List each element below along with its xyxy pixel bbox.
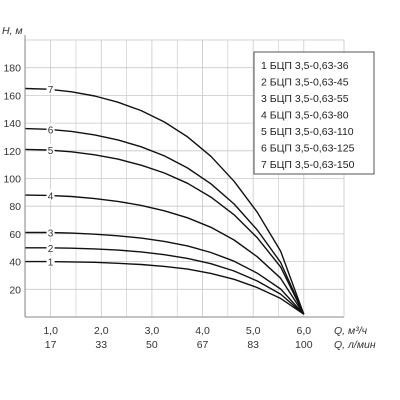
- legend-entry: 7 БЦП 3,5-0,63-150: [261, 159, 355, 171]
- curve-1: [25, 260, 305, 315]
- curve-7: [24, 87, 305, 315]
- y-tick-label: 100: [3, 174, 21, 186]
- y-tick-label: 140: [3, 118, 21, 130]
- x-tick-label-m3h: 6,0: [297, 325, 312, 337]
- curve-number-label: 2: [48, 244, 54, 255]
- y-tick-label: 20: [9, 284, 21, 296]
- curve-label-bg: [46, 123, 55, 135]
- curve-2: [25, 247, 305, 315]
- x-axis-label-m3h: Q, м³/ч: [334, 325, 368, 337]
- y-tick-label: 40: [9, 257, 21, 269]
- curve-5: [24, 148, 305, 315]
- curve-label-bg: [46, 226, 55, 238]
- curve-label-bg: [46, 83, 55, 95]
- curve-number-label: 5: [48, 146, 54, 157]
- curve-label-bg: [46, 189, 55, 201]
- curve-number-label: 7: [48, 85, 54, 96]
- legend: 1 БЦП 3,5-0,63-36 2 БЦП 3,5-0,63-45 3 БЦП …: [253, 51, 375, 175]
- axes: 204060801001201401601801,0172,0333,0504,…: [2, 25, 376, 351]
- legend-box: [253, 51, 375, 175]
- curve-label-bg: [46, 241, 55, 253]
- curve-label-bg: [46, 255, 55, 267]
- legend-entry: 5 БЦП 3,5-0,63-110: [261, 126, 354, 138]
- performance-curves: [24, 87, 305, 315]
- curve-label-bg: [46, 143, 55, 155]
- y-tick-label: 160: [3, 90, 21, 102]
- curve-3: [25, 231, 305, 315]
- legend-entry: 1 БЦП 3,5-0,63-36: [261, 60, 349, 72]
- y-tick-label: 180: [3, 63, 21, 75]
- x-tick-label-m3h: 4,0: [195, 325, 210, 337]
- legend-entry: 2 БЦП 3,5-0,63-45: [261, 77, 349, 89]
- x-tick-label-m3h: 2,0: [94, 325, 109, 337]
- curve-6: [24, 127, 305, 315]
- y-axis-label: H, м: [2, 25, 23, 37]
- y-tick-label: 60: [9, 229, 21, 241]
- legend-entry: 4 БЦП 3,5-0,63-80: [261, 110, 349, 122]
- x-tick-label-m3h: 1,0: [43, 325, 58, 337]
- x-tick-label-lmin: 33: [95, 339, 107, 351]
- curve-number-label: 4: [48, 191, 54, 202]
- curve-4: [24, 194, 305, 315]
- legend-entry: 3 БЦП 3,5-0,63-55: [261, 93, 349, 105]
- x-tick-label-m3h: 5,0: [246, 325, 261, 337]
- curve-number-label: 3: [48, 229, 54, 240]
- x-tick-label-lmin: 17: [45, 339, 57, 351]
- curve-number-label: 1: [48, 258, 54, 269]
- x-tick-label-lmin: 50: [146, 339, 158, 351]
- x-tick-label-m3h: 3,0: [145, 325, 160, 337]
- x-axis-label-lmin: Q, л/мин: [334, 339, 376, 351]
- x-tick-label-lmin: 67: [197, 339, 209, 351]
- y-tick-label: 120: [3, 146, 21, 158]
- y-tick-label: 80: [9, 201, 21, 213]
- curve-number-label: 6: [48, 125, 54, 136]
- legend-entry: 6 БЦП 3,5-0,63-125: [261, 143, 355, 155]
- x-tick-label-lmin: 100: [295, 339, 313, 351]
- x-tick-label-lmin: 83: [247, 339, 259, 351]
- curve-labels: 1 2 3 4 5 6 7: [46, 83, 55, 269]
